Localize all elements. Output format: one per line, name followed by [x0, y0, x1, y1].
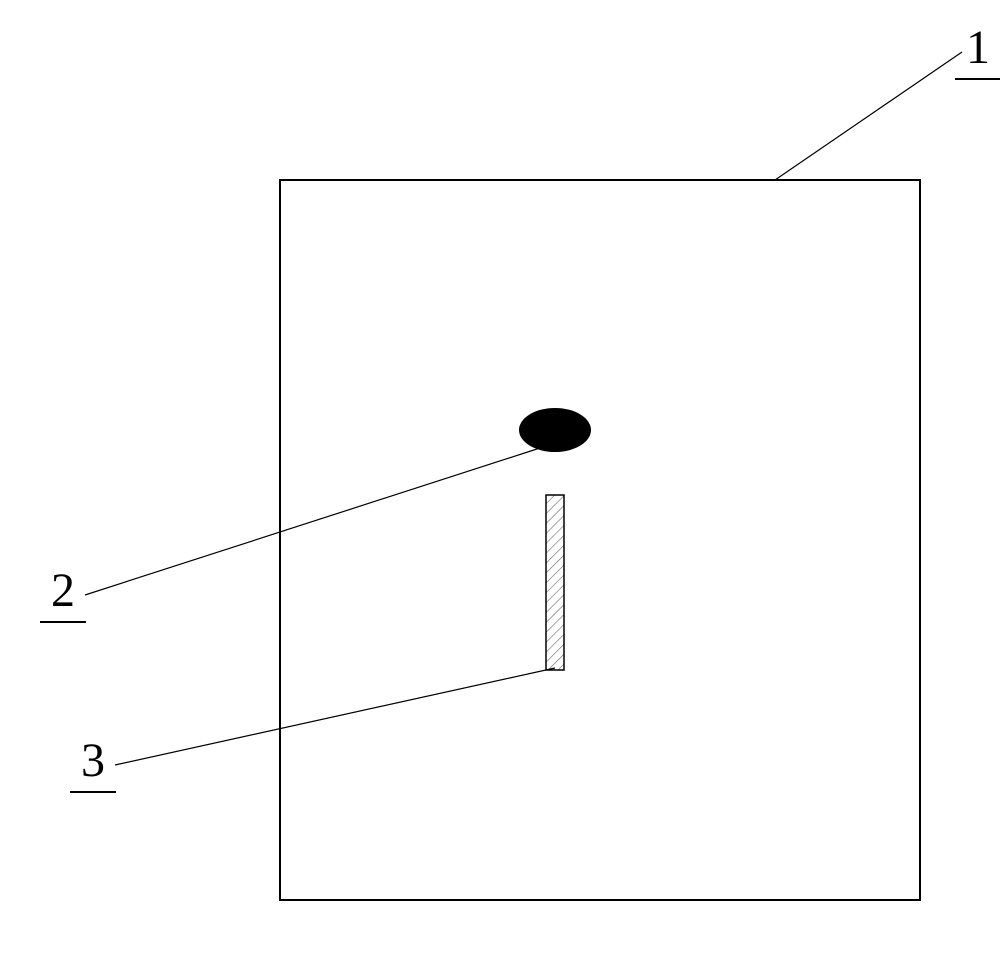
label-3-group: 3 — [70, 734, 116, 792]
main-box — [280, 180, 920, 900]
label-3-text: 3 — [81, 734, 105, 787]
hole-ellipse — [519, 408, 591, 452]
hatched-slot — [546, 495, 564, 670]
label-1-text: 1 — [966, 21, 990, 74]
label-1-group: 1 — [955, 21, 1000, 79]
leader-line-2 — [85, 448, 540, 595]
label-2-text: 2 — [51, 564, 75, 617]
leader-line-1 — [775, 52, 962, 180]
leader-line-3 — [115, 668, 555, 765]
label-2-group: 2 — [40, 564, 86, 622]
